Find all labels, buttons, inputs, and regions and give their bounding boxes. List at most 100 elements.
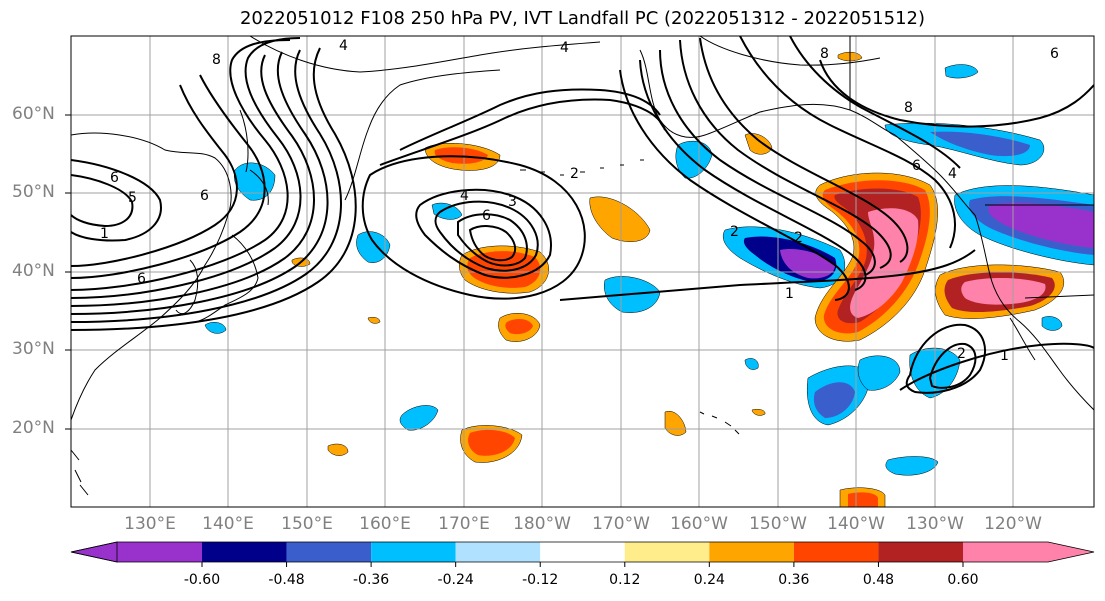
- coast-kamchatka: [344, 69, 501, 201]
- shade-positive-small-f: [367, 316, 381, 324]
- lon-label-140w: 140°W: [827, 514, 885, 534]
- contour-label: 2: [730, 224, 739, 240]
- philippines: [71, 449, 89, 496]
- colorbar-segment: [371, 542, 456, 562]
- colorbar-tick-label: -0.48: [268, 572, 305, 588]
- contour-label: 6: [482, 208, 491, 224]
- lat-label-30n: 30°N: [12, 339, 55, 359]
- graticule: [71, 36, 1094, 507]
- contour-label: 8: [904, 100, 913, 116]
- colorbar-segment: [286, 542, 372, 562]
- colorbar: [70, 541, 1095, 567]
- colorbar-outline-left: [70, 541, 118, 563]
- contour-label: 2: [570, 166, 579, 182]
- coast-siberia: [249, 36, 601, 73]
- contour-label: 8: [820, 46, 829, 62]
- shade-positive-small-c: [744, 133, 773, 155]
- lon-label-120w: 120°W: [984, 514, 1042, 534]
- border-us-mexico: [1024, 294, 1094, 299]
- shade-positive-mid-pacific-b-red: [505, 318, 533, 335]
- shade-positive-california-pink: [961, 278, 1046, 305]
- contour-label: 2: [957, 346, 966, 362]
- contour-label: 6: [912, 158, 921, 174]
- axis-ticks: [65, 114, 71, 430]
- contour-label: 1: [785, 286, 794, 302]
- colorbar-tick-label: 0.60: [947, 572, 979, 588]
- coast-canada-bc: [894, 134, 976, 216]
- contour-label: 6: [110, 170, 119, 186]
- lon-label-150w: 150°W: [749, 514, 807, 534]
- colorbar-segment: [202, 542, 287, 562]
- lat-label-50n: 50°N: [12, 182, 55, 202]
- hawaii-islands: [699, 411, 740, 435]
- shade-negative-hawaii-ne: [857, 355, 901, 391]
- colorbar-segment: [878, 542, 963, 562]
- contour-label: 4: [460, 188, 469, 204]
- colorbar-segment: [71, 542, 202, 562]
- colorbar-segment: [540, 542, 625, 562]
- shade-negative-small-c: [431, 202, 463, 220]
- colorbar-tick-label: -0.60: [183, 572, 221, 588]
- shade-negative-small-a: [744, 358, 759, 370]
- lat-label-20n: 20°N: [12, 418, 55, 438]
- shade-positive-tropical-south-red: [848, 492, 878, 507]
- colorbar-segment: [963, 542, 1094, 562]
- shade-negative-tropical-w: [399, 405, 439, 431]
- contour-label: 4: [339, 38, 348, 54]
- colorbar-tick-label: -0.24: [437, 572, 474, 588]
- contour-labels: 4 4 8 6 5 6 6 8 4 3 6 2 2 1 8 6 4 2 1 2 …: [100, 38, 1059, 364]
- contour-label: 2: [794, 230, 803, 246]
- lat-label-60n: 60°N: [12, 104, 55, 124]
- colorbar-tick-label: 0.36: [778, 572, 810, 588]
- pv-contours: [71, 36, 1094, 394]
- coast-japan: [194, 234, 259, 323]
- map-title: 2022051012 F108 250 hPa PV, IVT Landfall…: [239, 8, 926, 29]
- contour-label: 4: [560, 40, 569, 56]
- shade-negative-west-pacific: [356, 231, 391, 263]
- shade-negative-arctic-coast: [944, 64, 979, 79]
- lon-label-170w: 170°W: [592, 514, 650, 534]
- coast-alaska-north: [699, 36, 881, 66]
- coast-us-west: [974, 214, 1094, 411]
- shade-negative-subtropical-east-core: [813, 382, 855, 418]
- contour-label: 6: [1050, 46, 1059, 62]
- shade-negative-small-b: [204, 322, 227, 334]
- colorbar-segment: [709, 542, 794, 562]
- lat-label-40n: 40°N: [12, 261, 55, 281]
- contour-label: 8: [212, 52, 221, 68]
- contour-label: 4: [948, 166, 957, 182]
- colorbar-tick-label: -0.36: [352, 572, 390, 588]
- contour-label: 3: [508, 194, 517, 210]
- coast-sakhalin: [239, 109, 249, 173]
- lon-label-160e: 160°E: [359, 514, 411, 534]
- contour-label: 1: [1000, 348, 1009, 364]
- shade-positive-tropical-west-red: [468, 429, 515, 456]
- colorbar-tick-label: 0.12: [609, 572, 641, 588]
- coast-baja: [1009, 317, 1036, 361]
- map-panel: 4 4 8 6 5 6 6 8 4 3 6 2 2 1 8 6 4 2 1 2 …: [65, 35, 1095, 508]
- lon-label-160w: 160°W: [670, 514, 728, 534]
- shade-positive-ne-pacific-pink: [850, 208, 919, 318]
- contour-label: 5: [128, 190, 137, 206]
- coast-alaska: [639, 49, 896, 138]
- lon-label-130w: 130°W: [906, 514, 964, 534]
- colorbar-segment: [624, 542, 710, 562]
- coast-korea: [175, 259, 199, 315]
- shade-positive-small-a: [327, 443, 349, 456]
- lon-label-170e: 170°E: [438, 514, 490, 534]
- colorbar-tick-label: 0.24: [693, 572, 725, 588]
- colorbar-segment: [455, 542, 541, 562]
- shade-negative-gulf-alaska-core: [930, 131, 1030, 157]
- shade-positive-small-e: [751, 408, 766, 416]
- lon-label-140e: 140°E: [202, 514, 254, 534]
- lon-label-180w: 180°W: [513, 514, 571, 534]
- aleutian-islands: [520, 159, 644, 176]
- colorbar-segment: [793, 542, 879, 562]
- shade-negative-tropical-e: [885, 456, 939, 476]
- colorbar-tick-label: -0.12: [522, 572, 559, 588]
- coast-asia-mainland: [71, 132, 232, 421]
- lon-label-130e: 130°E: [124, 514, 176, 534]
- contour-label: 6: [200, 188, 209, 204]
- shade-negative-nw-america-purple: [988, 202, 1094, 248]
- contour-label: 6: [137, 271, 146, 287]
